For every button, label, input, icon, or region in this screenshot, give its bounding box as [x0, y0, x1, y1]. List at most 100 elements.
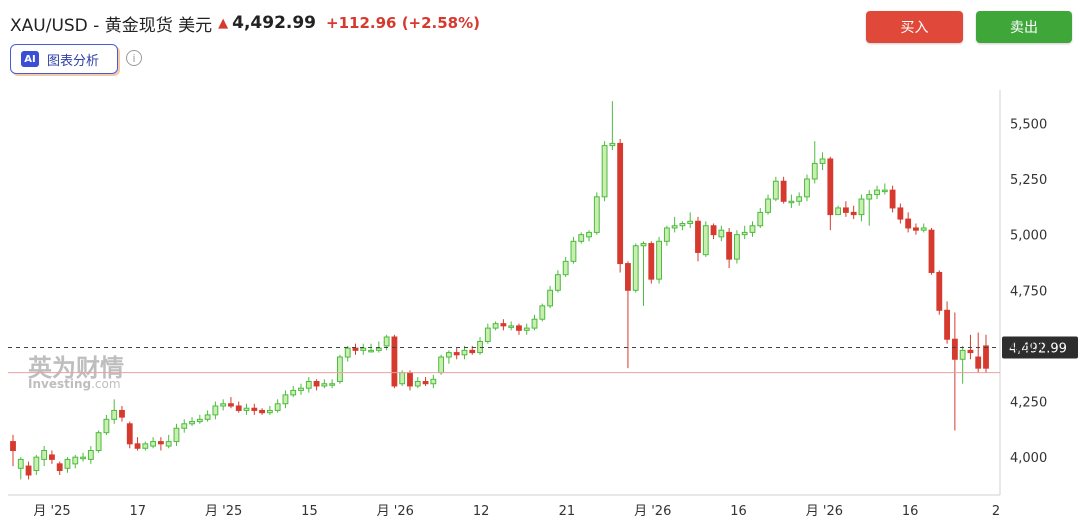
- candle[interactable]: [189, 417, 195, 427]
- candle[interactable]: [298, 383, 304, 395]
- candle[interactable]: [10, 434, 16, 467]
- candle[interactable]: [951, 312, 958, 431]
- candle[interactable]: [445, 350, 452, 364]
- candle[interactable]: [305, 377, 312, 393]
- candle[interactable]: [500, 319, 507, 331]
- candle[interactable]: [181, 419, 188, 433]
- candle[interactable]: [477, 337, 483, 355]
- candle[interactable]: [593, 192, 600, 235]
- candle[interactable]: [609, 101, 616, 151]
- candle[interactable]: [461, 345, 468, 360]
- candle[interactable]: [508, 321, 515, 331]
- candle[interactable]: [881, 183, 888, 195]
- candle[interactable]: [111, 399, 118, 424]
- candle[interactable]: [516, 323, 522, 335]
- candle[interactable]: [827, 156, 834, 231]
- candle[interactable]: [438, 354, 445, 375]
- candle[interactable]: [671, 216, 678, 233]
- candle[interactable]: [173, 423, 180, 447]
- candle[interactable]: [165, 434, 172, 449]
- candle[interactable]: [95, 430, 102, 453]
- candle[interactable]: [586, 230, 592, 242]
- candle[interactable]: [17, 457, 24, 480]
- candle[interactable]: [313, 379, 320, 391]
- ai-chart-analysis-button[interactable]: AI 图表分析: [10, 44, 118, 74]
- candle[interactable]: [126, 421, 133, 449]
- candle[interactable]: [414, 377, 421, 389]
- candle[interactable]: [33, 454, 40, 475]
- candle[interactable]: [150, 437, 157, 449]
- candle[interactable]: [749, 221, 756, 237]
- candle[interactable]: [103, 414, 110, 435]
- candle[interactable]: [866, 190, 873, 226]
- candle[interactable]: [663, 225, 670, 246]
- candle[interactable]: [733, 230, 740, 264]
- candle[interactable]: [321, 379, 328, 389]
- candle[interactable]: [368, 343, 374, 353]
- candle[interactable]: [570, 236, 577, 264]
- candle[interactable]: [640, 241, 647, 306]
- candle[interactable]: [235, 401, 242, 413]
- candle[interactable]: [196, 414, 203, 424]
- candle[interactable]: [157, 437, 164, 451]
- candle[interactable]: [220, 399, 227, 411]
- candle[interactable]: [928, 227, 935, 275]
- candle[interactable]: [329, 379, 336, 389]
- candle[interactable]: [625, 261, 631, 369]
- candle[interactable]: [679, 221, 686, 231]
- candle[interactable]: [360, 343, 367, 355]
- candle[interactable]: [212, 401, 219, 420]
- candle[interactable]: [913, 223, 919, 235]
- candle[interactable]: [391, 334, 398, 389]
- candle[interactable]: [134, 437, 141, 451]
- candle[interactable]: [975, 332, 982, 373]
- candle[interactable]: [25, 461, 32, 480]
- candle[interactable]: [492, 321, 499, 331]
- candle[interactable]: [889, 185, 896, 213]
- candle[interactable]: [523, 323, 530, 335]
- candle[interactable]: [718, 225, 725, 242]
- candle[interactable]: [959, 345, 966, 384]
- candle[interactable]: [804, 174, 810, 202]
- candle[interactable]: [337, 354, 343, 384]
- candle[interactable]: [710, 223, 717, 240]
- candle[interactable]: [765, 194, 771, 215]
- candle[interactable]: [936, 270, 943, 315]
- candle[interactable]: [601, 141, 608, 202]
- candle[interactable]: [757, 207, 764, 228]
- candle[interactable]: [617, 138, 624, 273]
- candle[interactable]: [702, 221, 709, 257]
- candle[interactable]: [850, 205, 857, 220]
- candle[interactable]: [142, 441, 149, 451]
- candle[interactable]: [905, 212, 912, 233]
- candle[interactable]: [648, 241, 655, 284]
- candle[interactable]: [422, 377, 429, 386]
- candle[interactable]: [819, 152, 826, 171]
- candle[interactable]: [874, 185, 880, 200]
- candle[interactable]: [539, 303, 546, 322]
- candle[interactable]: [983, 334, 989, 373]
- candle[interactable]: [780, 176, 787, 204]
- candle[interactable]: [484, 323, 491, 344]
- candle[interactable]: [204, 410, 211, 422]
- candle[interactable]: [430, 374, 437, 389]
- candle[interactable]: [383, 334, 390, 351]
- sell-button[interactable]: 卖出: [976, 11, 1072, 43]
- candle[interactable]: [49, 450, 55, 464]
- candle[interactable]: [266, 405, 273, 415]
- buy-button[interactable]: 买入: [866, 11, 963, 43]
- candle[interactable]: [726, 227, 733, 269]
- candle[interactable]: [274, 399, 281, 413]
- candle[interactable]: [72, 454, 79, 469]
- candle[interactable]: [695, 216, 701, 262]
- candle[interactable]: [290, 385, 297, 398]
- candle[interactable]: [453, 348, 460, 360]
- candle[interactable]: [687, 212, 694, 228]
- candle[interactable]: [788, 194, 795, 208]
- candle[interactable]: [842, 201, 849, 217]
- candle[interactable]: [119, 405, 125, 422]
- candle[interactable]: [243, 403, 250, 415]
- candle[interactable]: [531, 314, 538, 331]
- candle[interactable]: [407, 370, 413, 391]
